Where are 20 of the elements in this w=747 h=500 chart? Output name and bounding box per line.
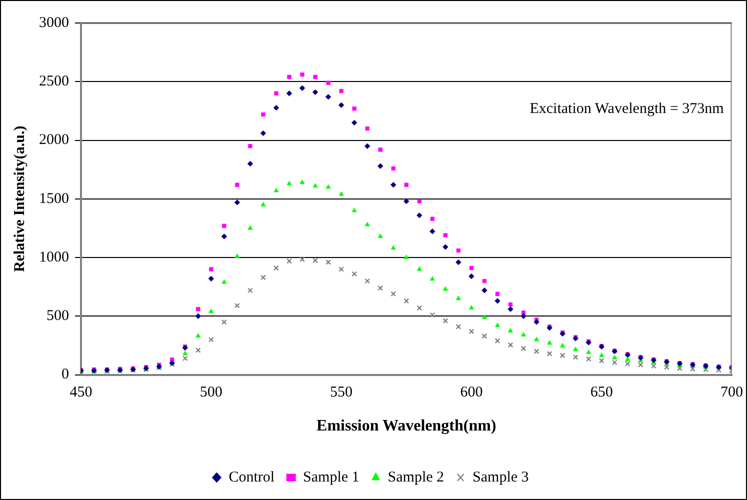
y-tick-label: 2000 — [39, 132, 69, 148]
legend-label: Sample 2 — [388, 469, 444, 486]
x-tick-label: 700 — [720, 384, 743, 401]
x-tick-label: 450 — [70, 384, 92, 401]
x-tick-label: 550 — [330, 384, 353, 401]
x-tick-label: 500 — [200, 384, 222, 401]
y-tick-label: 1500 — [39, 190, 69, 207]
annotation: Excitation Wavelength = 373nm — [530, 101, 724, 118]
x-tick-label: 650 — [590, 384, 613, 401]
y-tick-label: 2500 — [39, 74, 69, 90]
y-tick-label: 0 — [62, 366, 69, 383]
legend-label: Sample 3 — [472, 469, 529, 486]
y-tick-label: 500 — [46, 308, 69, 324]
y-axis-title: Relative Intensity(a.u.) — [12, 126, 28, 272]
y-tick-label: 1000 — [39, 249, 69, 266]
x-axis-title: Emission Wavelength(nm) — [316, 418, 496, 435]
legend-label: Control — [228, 469, 275, 486]
y-tick-label: 3000 — [39, 14, 69, 31]
legend-label: Sample 1 — [303, 469, 360, 486]
x-tick-label: 600 — [460, 384, 483, 401]
